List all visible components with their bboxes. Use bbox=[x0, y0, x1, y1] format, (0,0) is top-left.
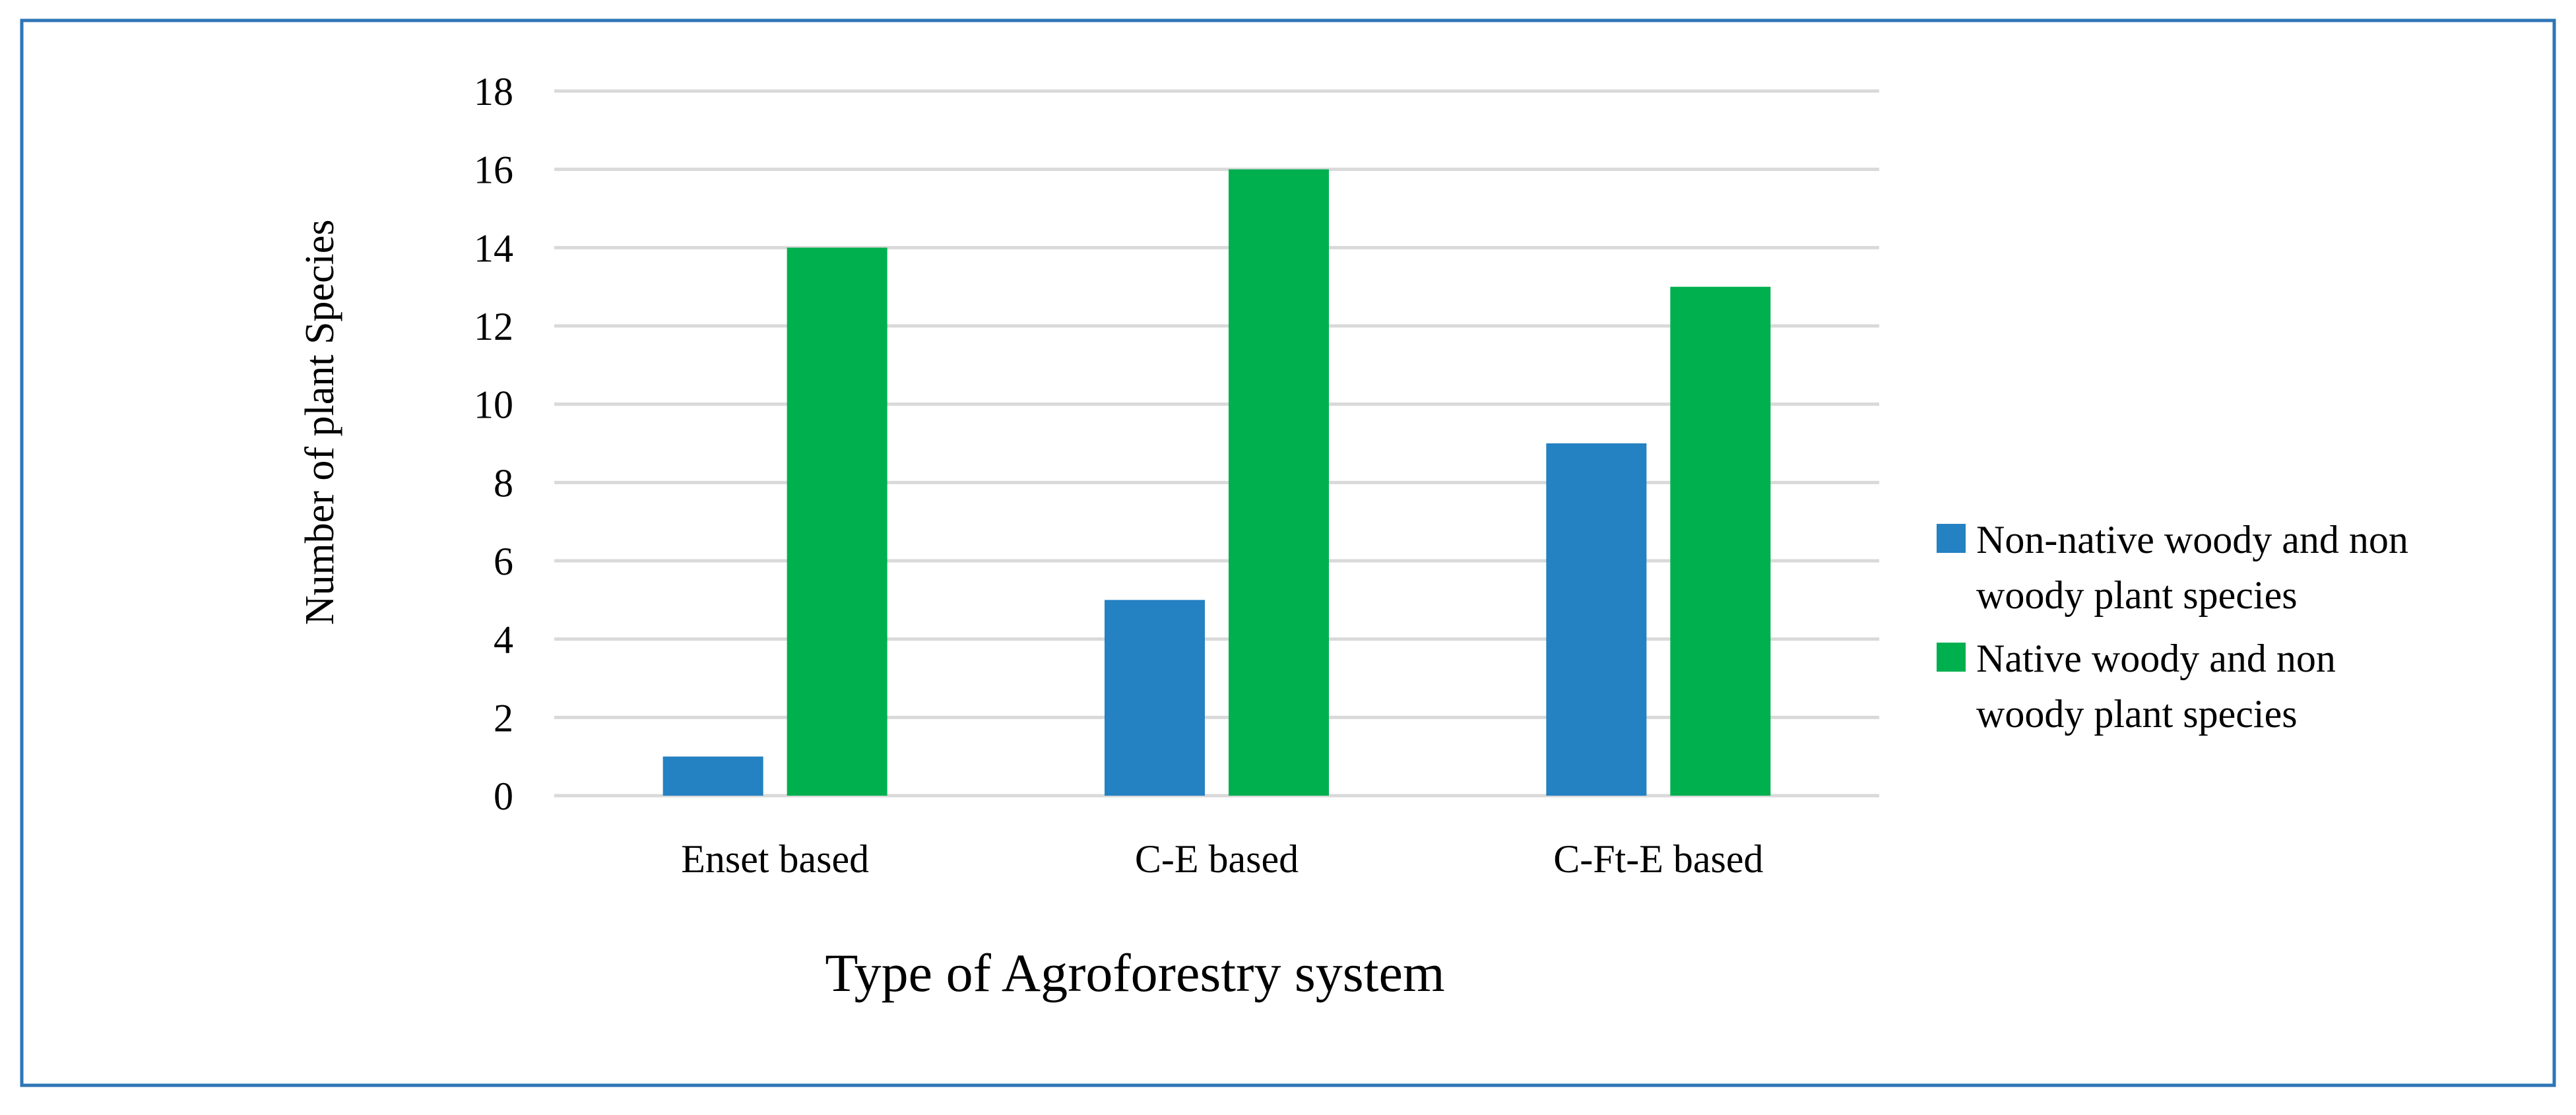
legend-swatch bbox=[1937, 643, 1966, 672]
gridlines bbox=[554, 89, 1879, 798]
y-tick-label: 2 bbox=[494, 696, 513, 740]
x-tick-label: Enset based bbox=[681, 837, 869, 881]
x-tick-label: C-E based bbox=[1135, 837, 1299, 881]
y-tick-label: 6 bbox=[494, 540, 513, 583]
x-tick-label: C-Ft-E based bbox=[1553, 837, 1763, 881]
bar-native-2 bbox=[1670, 286, 1771, 796]
x-tick-labels: Enset based C-E based C-Ft-E based bbox=[681, 837, 1763, 881]
y-tick-label: 14 bbox=[474, 226, 513, 270]
bars bbox=[662, 169, 1771, 796]
legend-label: woody plant species bbox=[1976, 692, 2298, 736]
y-tick-labels: 0 2 4 6 8 10 12 14 16 18 bbox=[474, 70, 513, 818]
y-axis-label: Number of plant Species bbox=[298, 220, 342, 625]
y-tick-label: 18 bbox=[474, 70, 513, 113]
bar-non-native-0 bbox=[662, 756, 763, 796]
legend: Non-native woody and non woody plant spec… bbox=[1937, 518, 2408, 736]
legend-label: Native woody and non bbox=[1976, 637, 2336, 680]
y-tick-label: 12 bbox=[474, 305, 513, 348]
bar-native-0 bbox=[787, 247, 887, 796]
bar-non-native-1 bbox=[1105, 600, 1205, 796]
legend-label: woody plant species bbox=[1976, 573, 2298, 617]
y-tick-label: 10 bbox=[474, 383, 513, 427]
bar-non-native-2 bbox=[1546, 443, 1647, 796]
legend-swatch bbox=[1937, 524, 1966, 553]
bar-native-1 bbox=[1229, 169, 1329, 796]
y-tick-label: 16 bbox=[474, 148, 513, 192]
y-tick-label: 4 bbox=[494, 618, 513, 662]
x-axis-label: Type of Agroforestry system bbox=[825, 943, 1444, 1003]
legend-label: Non-native woody and non bbox=[1976, 518, 2408, 561]
y-tick-label: 0 bbox=[494, 775, 513, 818]
y-tick-label: 8 bbox=[494, 461, 513, 505]
